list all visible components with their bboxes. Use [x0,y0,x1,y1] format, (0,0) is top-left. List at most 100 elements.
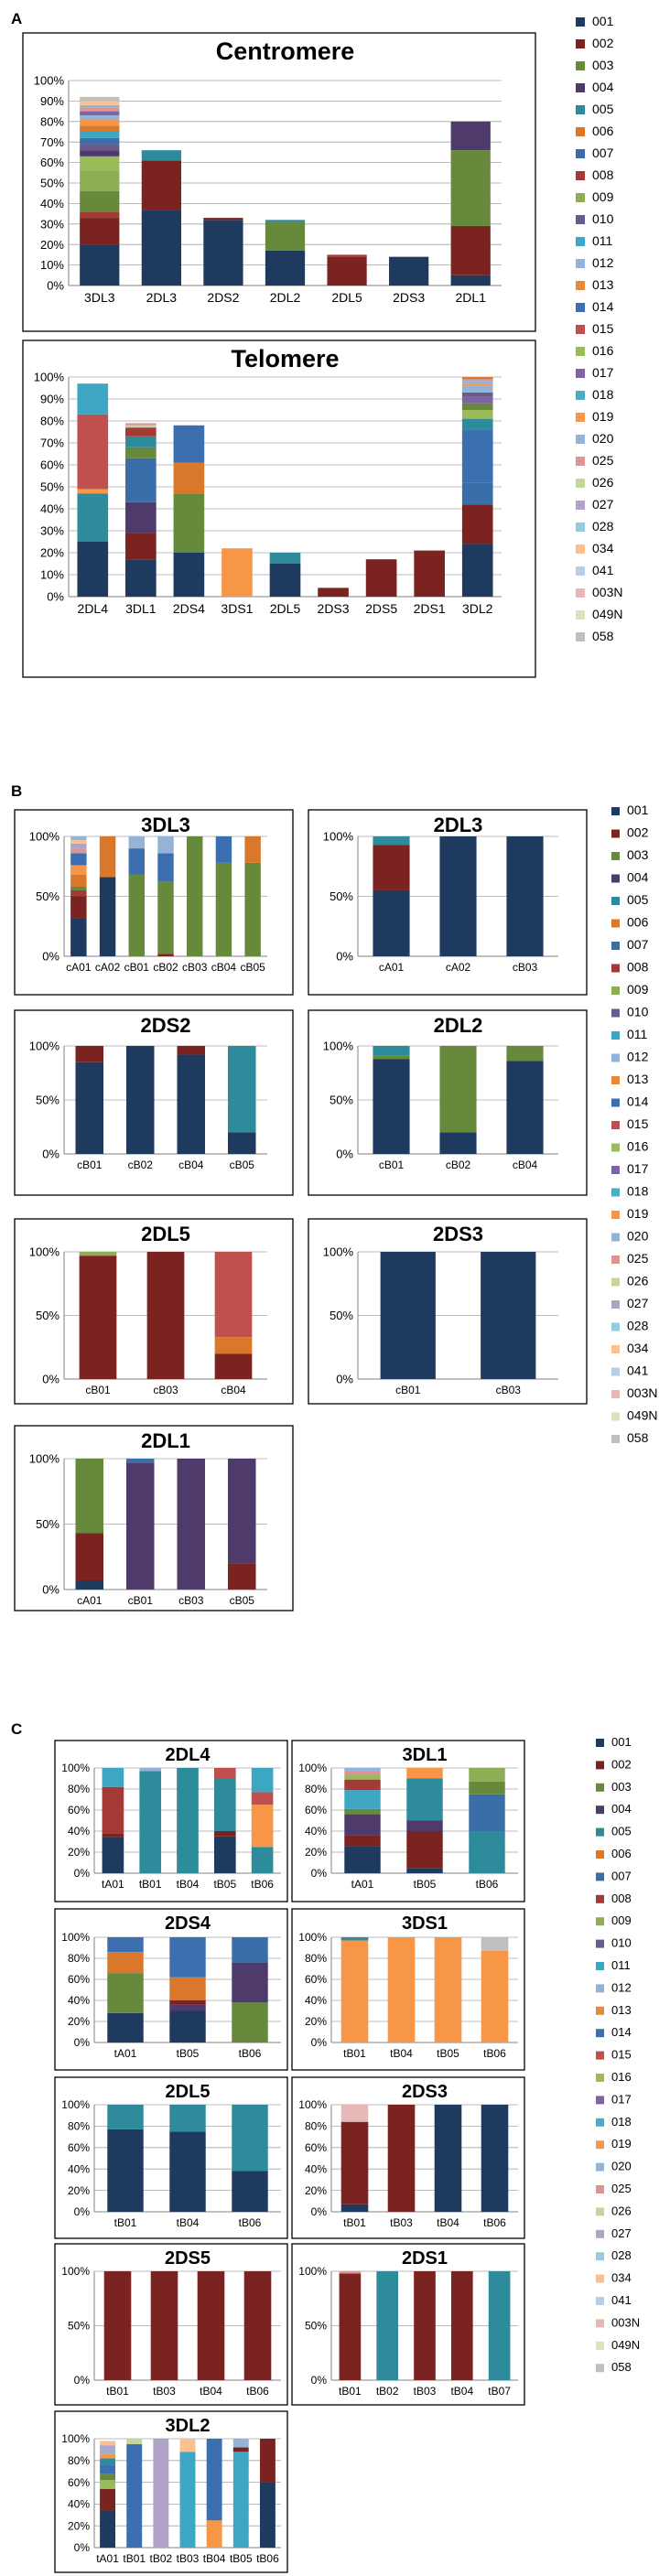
bar-segment-001 [269,564,301,597]
y-tick-label: 20% [68,2519,90,2532]
bar-segment-008 [327,254,367,257]
bar-segment-003 [439,1046,477,1133]
x-tick-label: tB06 [246,2385,269,2398]
legend-swatch [576,237,585,246]
x-tick-label: tB04 [450,2385,473,2398]
chart-b-2ds3: 2DS3 0% 50% 100% cB01 cB03 [308,1218,588,1405]
bar-segment-003 [450,150,491,227]
x-tick-label: cB03 [153,1384,178,1396]
bar-segment-005 [232,2105,268,2172]
legend-swatch [596,2029,604,2038]
bar-segment-002 [213,1831,236,1837]
y-tick-label: 50% [305,2320,327,2333]
bar-segment-004 [125,1462,155,1590]
x-tick-label: tB03 [153,2385,176,2398]
legend-swatch [596,1805,604,1815]
bar-segment-006 [107,1952,144,1974]
x-tick-label: tB04 [203,2552,226,2565]
y-tick-label: 60% [68,2476,90,2489]
legend-swatch [596,2274,604,2283]
bar-segment-002 [103,2271,132,2380]
bar-segment-014 [107,1937,144,1953]
bar-cb04 [177,1046,206,1154]
bar-ca01 [75,1459,104,1590]
bar-segment-026 [126,2439,143,2444]
bar-2dl4 [77,383,109,597]
legend-b: 001 002 003 004 005 006 007 008 009 010 011 012 013 0… [611,803,657,1445]
bar-segment-001 [380,1252,436,1379]
x-tick-label: 2DL3 [146,290,178,305]
bar-tb06 [481,2105,509,2212]
bar-segment-001 [373,1059,410,1154]
bar-segment-001 [265,250,306,286]
bar-segment-005 [125,436,157,447]
bar-tb01 [339,2271,362,2380]
y-tick-label: 80% [68,1952,90,1965]
legend-label: 005 [611,1825,632,1838]
chart-title: 2DL5 [141,1223,190,1245]
legend-label: 010 [627,1005,649,1019]
bar-cb05 [244,836,261,956]
legend-label: 013 [627,1072,649,1086]
legend-swatch [576,457,585,466]
legend-label: 014 [592,299,614,314]
panel-label-b: B [11,782,22,800]
bar-ca01 [70,836,87,956]
x-tick-label: cB01 [124,961,150,974]
bar-segment-001 [373,889,410,956]
legend-label: 005 [627,892,649,907]
bar-segment-017 [461,396,493,404]
legend-label: 009 [627,982,649,997]
bar-segment-002 [227,1563,256,1590]
bar-tb04 [197,2271,225,2380]
legend-swatch [611,1098,620,1107]
bar-tb04 [206,2439,222,2548]
bar-segment-001 [506,1061,544,1154]
bar-segment-003 [373,1055,410,1060]
bar-segment-001 [169,2131,206,2212]
bar-ta01 [102,1768,124,1873]
x-tick-label: 2DS3 [393,290,425,305]
y-tick-label: 50% [36,889,59,903]
legend-swatch [596,2297,604,2305]
x-tick-label: tB06 [251,1878,274,1891]
bar-segment-001 [506,836,544,956]
bar-segment-001 [80,244,120,286]
bar-segment-002 [327,256,367,286]
bar-segment-002 [157,954,174,956]
x-tick-label: tB04 [177,1878,200,1891]
bar-segment-002 [197,2271,225,2380]
legend-label: 002 [611,1757,632,1771]
bar-segment-005 [227,1046,256,1133]
y-tick-label: 100% [29,1040,60,1053]
bar-segment-027 [153,2439,169,2548]
bar-tb06 [251,1768,274,1873]
legend-swatch [611,1277,620,1287]
x-tick-label: tA01 [96,2552,119,2565]
bar-segment-002 [214,1353,253,1379]
x-tick-label: tB01 [343,2047,366,2060]
x-tick-label: tB04 [200,2385,222,2398]
legend-label: 034 [627,1341,649,1355]
x-tick-label: tB05 [177,2047,200,2060]
x-tick-label: cB05 [230,1594,255,1607]
legend-label: 049N [592,607,622,621]
y-tick-label: 80% [40,415,64,428]
bar-2dl1 [450,121,491,286]
legend-label: 025 [611,2182,632,2195]
y-tick-label: 100% [29,1452,60,1466]
legend-swatch [576,347,585,356]
chart-title: 2DS3 [402,2082,448,2102]
y-tick-label: 50% [36,1517,59,1531]
legend-label: 012 [627,1050,649,1064]
bar-segment-002 [79,1256,117,1379]
x-tick-label: 2DL2 [270,290,301,305]
y-tick-label: 0% [74,2541,91,2554]
bar-cb03 [186,836,203,956]
bar-segment-002 [102,1833,124,1838]
x-tick-label: 2DL1 [455,290,486,305]
y-tick-label: 0% [74,2205,91,2218]
y-tick-label: 0% [42,950,59,964]
chart-b-3dl3: 3DL3 0% 50% 100% cA01 cA02 cB01 cB02 cB03 cB04 cB0… [14,809,294,996]
legend-label: 013 [592,277,614,292]
